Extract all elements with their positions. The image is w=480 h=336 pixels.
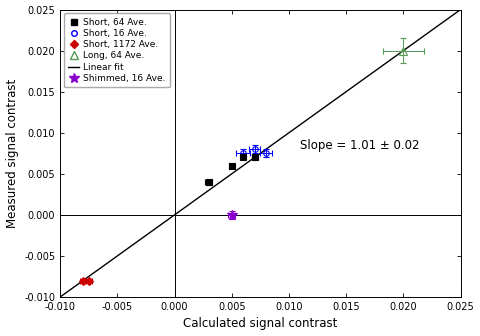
Y-axis label: Measured signal contrast: Measured signal contrast: [6, 79, 19, 228]
Legend: Short, 64 Ave., Short, 16 Ave., Short, 1172 Ave., Long, 64 Ave., Linear fit, Shi: Short, 64 Ave., Short, 16 Ave., Short, 1…: [64, 13, 170, 87]
Text: Slope = 1.01 ± 0.02: Slope = 1.01 ± 0.02: [300, 138, 420, 152]
X-axis label: Calculated signal contrast: Calculated signal contrast: [183, 318, 337, 330]
